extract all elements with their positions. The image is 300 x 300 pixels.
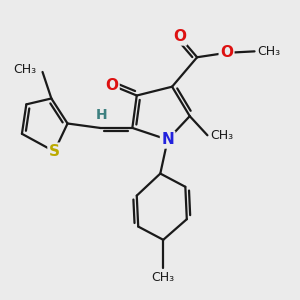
Text: N: N [161, 132, 174, 147]
Text: CH₃: CH₃ [210, 129, 233, 142]
Text: CH₃: CH₃ [14, 62, 37, 76]
Text: CH₃: CH₃ [257, 45, 280, 58]
Text: CH₃: CH₃ [152, 271, 175, 284]
Text: H: H [96, 108, 107, 122]
Text: S: S [49, 144, 60, 159]
Text: O: O [173, 29, 186, 44]
Text: O: O [105, 78, 118, 93]
Text: O: O [220, 45, 233, 60]
